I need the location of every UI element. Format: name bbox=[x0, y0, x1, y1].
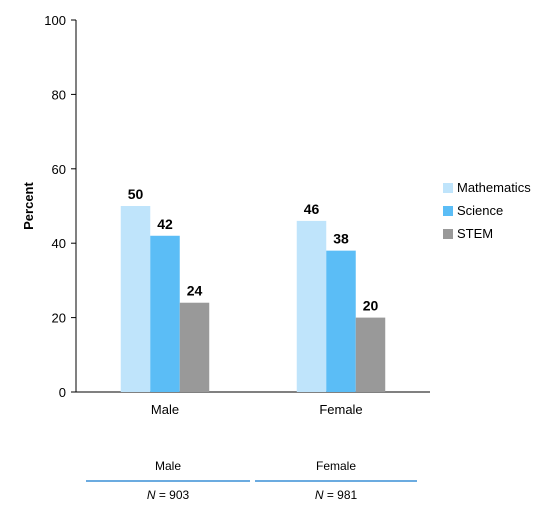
footer-sample-size: N = 903 bbox=[147, 488, 190, 502]
data-label: 38 bbox=[333, 231, 349, 247]
data-label: 24 bbox=[187, 283, 203, 299]
bar bbox=[296, 220, 327, 392]
x-axis-ticks: Male Female bbox=[151, 402, 363, 417]
legend-entry: Mathematics bbox=[457, 180, 531, 195]
data-label: 50 bbox=[128, 186, 144, 202]
bar bbox=[355, 317, 386, 392]
legend-swatch bbox=[443, 183, 453, 193]
y-tick-label: 100 bbox=[44, 13, 66, 28]
bars: 50 42 24 46 38 20 bbox=[120, 186, 386, 392]
y-axis-label: Percent bbox=[21, 181, 36, 229]
n-symbol: N bbox=[315, 488, 324, 502]
y-tick-label: 60 bbox=[52, 162, 66, 177]
n-value: = 981 bbox=[323, 488, 357, 502]
data-label: 46 bbox=[304, 201, 320, 217]
bar bbox=[150, 235, 180, 392]
y-tick-label: 80 bbox=[52, 87, 66, 102]
x-tick-label: Female bbox=[319, 402, 362, 417]
y-tick-label: 40 bbox=[52, 236, 66, 251]
x-tick-label: Male bbox=[151, 402, 179, 417]
data-label: 20 bbox=[363, 298, 379, 314]
legend-swatch bbox=[443, 206, 453, 216]
legend-swatch bbox=[443, 229, 453, 239]
y-tick-label: 0 bbox=[59, 385, 66, 400]
legend: Mathematics Science STEM bbox=[443, 180, 531, 241]
bar bbox=[179, 302, 210, 392]
y-tick-label: 20 bbox=[52, 311, 66, 326]
footer-group-label: Male bbox=[155, 459, 181, 473]
footer-sample-size: N = 981 bbox=[315, 488, 358, 502]
footer-group-label: Female bbox=[316, 459, 356, 473]
data-label: 42 bbox=[157, 216, 173, 232]
bar bbox=[120, 206, 151, 392]
legend-entry: Science bbox=[457, 203, 503, 218]
sample-size-footer: Male N = 903 Female N = 981 bbox=[86, 459, 417, 502]
n-symbol: N bbox=[147, 488, 156, 502]
bar bbox=[326, 250, 356, 392]
n-value: = 903 bbox=[155, 488, 189, 502]
y-axis-ticks: 0 20 40 60 80 100 bbox=[44, 13, 76, 400]
legend-entry: STEM bbox=[457, 226, 493, 241]
